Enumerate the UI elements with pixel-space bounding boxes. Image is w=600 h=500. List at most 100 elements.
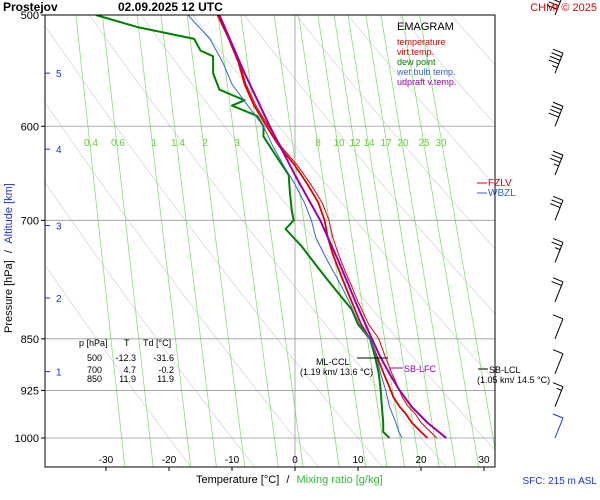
barb-feather [552, 349, 564, 355]
y-axis-title-separator: / [3, 249, 15, 253]
mixing-ratio-label: 12 [349, 138, 361, 149]
mixing-ratio-line [240, 15, 304, 467]
p-tick-label: 850 [21, 334, 39, 346]
table-cell-t: 11.9 [119, 374, 136, 384]
mixing-ratio-line [101, 15, 154, 467]
legend-title: EMAGRAM [397, 21, 454, 33]
table-cell-td: -0.2 [158, 365, 174, 375]
barb-feather [552, 277, 564, 283]
dry-adiabat [45, 25, 383, 467]
legend-wet-bulb: wet bulb temp. [396, 67, 456, 77]
table-cell-p: 500 [87, 353, 102, 363]
p-tick-label: 925 [21, 385, 39, 397]
wind-barbs [547, 0, 564, 439]
x-axis-title-mixing-ratio: Mixing ratio [g/kg] [296, 474, 382, 486]
barb-feather [552, 382, 564, 388]
series-udpraft-v-temp [218, 15, 447, 439]
wind-barb [552, 349, 564, 374]
mixing-ratio-label: 25 [418, 138, 430, 149]
barb-feather [551, 154, 562, 160]
tick-layer: -30 -20 -10 0 10 20 30500600700850925100012345… [15, 10, 490, 471]
barb-feather [551, 241, 562, 247]
wind-barb [549, 195, 564, 221]
p-tick-label: 1000 [15, 433, 39, 445]
series-wet-bulb-temp [187, 15, 403, 439]
mixing-ratio-label: 20 [397, 138, 409, 149]
barb-feather [553, 0, 561, 3]
table-cell-t: -12.3 [115, 353, 136, 363]
mixing-ratio-line [160, 15, 217, 467]
barb-feather [549, 157, 561, 163]
barb-staff [554, 106, 564, 127]
barb-half-feather [556, 387, 562, 391]
mixing-ratio-line [136, 15, 192, 467]
table-header-t: T [124, 338, 130, 348]
series-virt-temp [217, 15, 438, 439]
table-cell-p: 850 [87, 374, 102, 384]
wind-barb [552, 382, 564, 407]
ml-ccl-label: ML-CCL [316, 357, 350, 367]
barb-feather [552, 195, 564, 201]
alt-tick-label: 1 [56, 368, 62, 379]
barb-feather [548, 1, 559, 7]
x-tick-label: 30 [478, 455, 490, 466]
barb-half-feather [553, 163, 559, 167]
x-axis-title-separator: / [286, 474, 290, 486]
sfc-label: SFC: 215 m ASL [523, 476, 598, 487]
barb-feather [551, 105, 562, 111]
p-tick-label: 700 [21, 215, 39, 227]
wbzl-label: WBZL [488, 188, 516, 199]
mixing-ratio-line [298, 15, 367, 467]
table-cell-p: 700 [87, 365, 102, 375]
mixing-ratio-label: 3 [234, 138, 240, 149]
barb-feather [548, 59, 559, 65]
alt-tick-label: 3 [56, 222, 62, 233]
barb-staff [554, 0, 562, 16]
dry-adiabat [45, 264, 192, 467]
barb-feather [548, 112, 559, 118]
x-tick-label: -30 [99, 455, 114, 466]
barb-feather [552, 48, 564, 54]
mixing-ratio-line [365, 15, 440, 467]
wind-barb [551, 237, 564, 263]
barb-feather [549, 108, 561, 114]
barb-staff [554, 200, 564, 221]
wind-barb [547, 0, 562, 16]
mixing-ratio-label: 1 [151, 138, 157, 149]
barb-staff [554, 318, 564, 340]
mixing-ratio-line [217, 15, 279, 467]
plot-frame [44, 14, 496, 468]
mixing-ratio-line [347, 15, 421, 467]
table-header-td: Td [°C] [143, 338, 171, 348]
dry-adiabat [243, 15, 495, 315]
y-axis-title-pressure: Pressure [hPa] [3, 260, 15, 333]
barb-feather [552, 150, 564, 156]
sb-lcl-sub: (1.05 km/ 14.5 °C) [477, 375, 550, 385]
dry-adiabat [88, 15, 447, 467]
x-axis-title: Temperature [°C] / Mixing ratio [g/kg] [196, 474, 383, 486]
wind-barb [548, 101, 564, 127]
legend-virt-temp: virt.temp. [397, 47, 434, 57]
x-axis-title-temperature: Temperature [°C] [196, 474, 279, 486]
mixing-ratio-label: 30 [435, 138, 447, 149]
dry-adiabat [347, 15, 495, 187]
barb-feather [552, 413, 564, 419]
barb-half-feather [554, 247, 561, 251]
barb-feather [551, 199, 562, 205]
legend-temperature: temperature [397, 37, 446, 47]
wind-barb [549, 150, 564, 176]
barb-staff [554, 154, 564, 176]
mixing-ratio-line [419, 15, 495, 452]
barb-feather [547, 4, 558, 10]
x-tick-label: -20 [162, 455, 177, 466]
barb-feather [552, 101, 564, 107]
mixing-ratio-label: 8 [315, 138, 321, 149]
mixing-ratio-label: 1.4 [171, 138, 185, 149]
barb-staff [554, 281, 564, 303]
copyright: CHMI © 2025 [530, 2, 597, 14]
grid-layer [45, 15, 495, 467]
y-axis-title: Pressure [hPa] / Altitude [km] [3, 183, 15, 333]
table-cell-td: 11.9 [157, 374, 174, 384]
